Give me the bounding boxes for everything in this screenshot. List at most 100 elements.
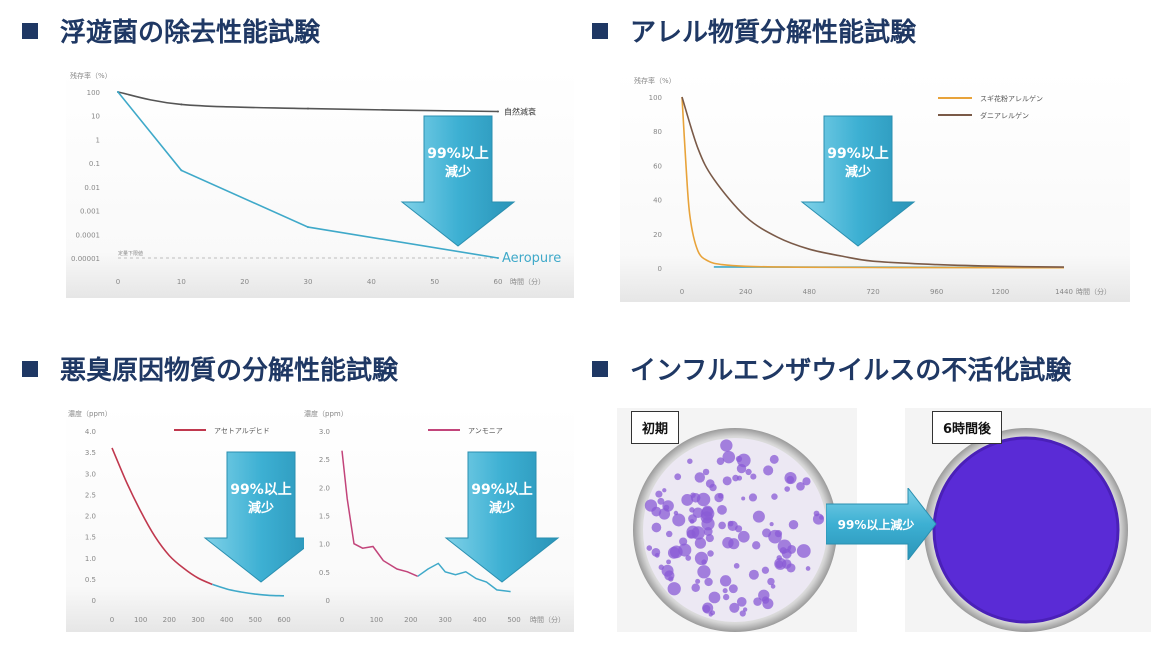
plaque-spot xyxy=(784,486,791,492)
y-tick-label: 0 xyxy=(658,265,662,273)
plaque-spot xyxy=(802,477,811,486)
plaque-spot xyxy=(705,534,714,543)
series-line-cedar-pollen xyxy=(681,96,1065,269)
x-axis-label: 時間（分） xyxy=(1076,287,1111,296)
plaque-spot xyxy=(672,513,686,527)
x-tick-label: 0 xyxy=(116,278,120,286)
y-tick-label: 3.5 xyxy=(85,449,96,457)
horizontal-arrow-shape xyxy=(826,488,937,560)
y-axis-label: 濃度（ppm） xyxy=(304,409,348,418)
y-tick-label: 0.1 xyxy=(89,160,100,168)
plaque-spot xyxy=(750,473,757,480)
plaque-spot xyxy=(762,598,774,610)
plaque-spot xyxy=(737,530,750,543)
plaque-spot xyxy=(752,510,765,523)
legend-label: ダニアレルゲン xyxy=(980,111,1029,120)
y-tick-label: 0.001 xyxy=(80,208,100,216)
plaque-spot xyxy=(768,529,782,544)
plaque-spot xyxy=(701,517,715,531)
series-line-ammonia xyxy=(341,450,419,577)
plaque-spot xyxy=(694,537,707,549)
y-tick-label: 10 xyxy=(91,113,100,121)
plaque-spot xyxy=(707,550,714,557)
series-label-natural-decay: 自然減衰 xyxy=(504,107,536,117)
plaque-spot xyxy=(761,566,770,574)
y-tick-label: 4.0 xyxy=(85,428,96,436)
legend-label: アセトアルデヒド xyxy=(214,426,270,435)
aeropure-logo: Aeropure xyxy=(502,251,561,266)
plaque-spot xyxy=(687,458,693,464)
y-tick-label: 3.0 xyxy=(319,428,330,436)
data-point xyxy=(497,257,499,259)
y-axis-label: 残存率（%） xyxy=(634,76,676,85)
x-axis-label: 時間（分） xyxy=(510,277,545,286)
reduction-arrow-shape xyxy=(203,451,304,583)
x-tick-label: 1200 xyxy=(991,288,1009,296)
bullet-square xyxy=(22,360,38,377)
plaque-spot xyxy=(769,454,779,464)
y-tick-label: 1.0 xyxy=(319,541,330,549)
x-tick-label: 200 xyxy=(163,616,176,624)
arrow-text-line2: 減少 xyxy=(445,164,471,180)
data-point xyxy=(497,110,499,113)
y-tick-label: 0.5 xyxy=(85,576,96,584)
data-point xyxy=(307,107,309,110)
plaque-spot xyxy=(748,569,759,580)
chart-ammonia: 濃度（ppm） 3.0 2.5 2.0 1.5 1.0 0.5 0 0 100 200 300 400 5… xyxy=(304,404,574,632)
chart-acetaldehyde: 濃度（ppm） 4.0 3.5 3.0 2.5 2.0 1.5 1.0 0.5 0 0 100 200 3… xyxy=(66,404,304,632)
x-tick-label: 500 xyxy=(249,616,262,624)
plaque-spot xyxy=(717,504,727,515)
y-tick-label: 0 xyxy=(92,597,96,605)
plaque-spot xyxy=(739,610,746,617)
bullet-square xyxy=(592,22,608,39)
x-tick-label: 300 xyxy=(191,616,204,624)
plaque-spot xyxy=(719,575,732,587)
series-line-aeropure xyxy=(117,91,499,259)
reduction-arrow-shape xyxy=(800,115,916,247)
plaque-spot xyxy=(662,488,667,493)
plaque-spot xyxy=(685,555,692,561)
y-tick-label: 0.01 xyxy=(84,184,100,192)
plaque-spot xyxy=(702,468,710,476)
plaque-spot xyxy=(658,508,671,520)
plaque-spot xyxy=(722,450,736,464)
arrow-text-line1: 99%以上 xyxy=(230,482,292,498)
plaque-spot xyxy=(718,521,726,530)
x-tick-label: 10 xyxy=(177,278,186,286)
plaque-spot xyxy=(722,537,734,549)
x-tick-label: 1440 xyxy=(1055,288,1073,296)
plaque-spot xyxy=(716,457,725,465)
plaque-spot xyxy=(732,474,739,482)
plaque-spot xyxy=(769,522,774,527)
x-tick-label: 50 xyxy=(430,278,439,286)
plaque-spot xyxy=(720,439,733,452)
arrow-text-line1: 99%以上 xyxy=(471,482,533,498)
plaque-spot xyxy=(667,582,681,596)
plaque-spot xyxy=(667,546,680,559)
y-tick-label: 2.0 xyxy=(85,513,96,521)
legend-label: アンモニア xyxy=(468,427,503,435)
x-tick-label: 400 xyxy=(473,616,486,624)
plaque-spot xyxy=(742,607,748,612)
plaque-spot xyxy=(788,519,799,530)
y-tick-label: 0.5 xyxy=(319,569,330,577)
arrow-text-line1: 99%以上 xyxy=(827,146,889,162)
plaque-spot xyxy=(763,465,774,476)
plaque-spot xyxy=(728,584,738,594)
plaque-spot xyxy=(686,525,700,539)
y-tick-label: 100 xyxy=(87,89,100,97)
chart-airborne-bacteria: 残存率（%） 100 10 1 0.1 0.01 0.001 0.0001 0.00001 0 10… xyxy=(66,68,574,298)
petri-dish-initial xyxy=(617,408,857,632)
plaque-spot xyxy=(666,530,673,538)
plaque-spot xyxy=(805,566,811,571)
x-tick-label: 720 xyxy=(866,288,879,296)
y-tick-label: 1.5 xyxy=(85,534,96,542)
arrow-text-line2: 減少 xyxy=(845,164,871,180)
x-tick-label: 300 xyxy=(439,616,452,624)
y-tick-label: 1.0 xyxy=(85,555,96,563)
data-point xyxy=(180,169,183,172)
plaque-spot xyxy=(737,453,751,468)
plaque-spot xyxy=(664,570,675,581)
detection-limit-label: 定量下限値 xyxy=(118,250,143,257)
x-tick-label: 240 xyxy=(739,288,752,296)
